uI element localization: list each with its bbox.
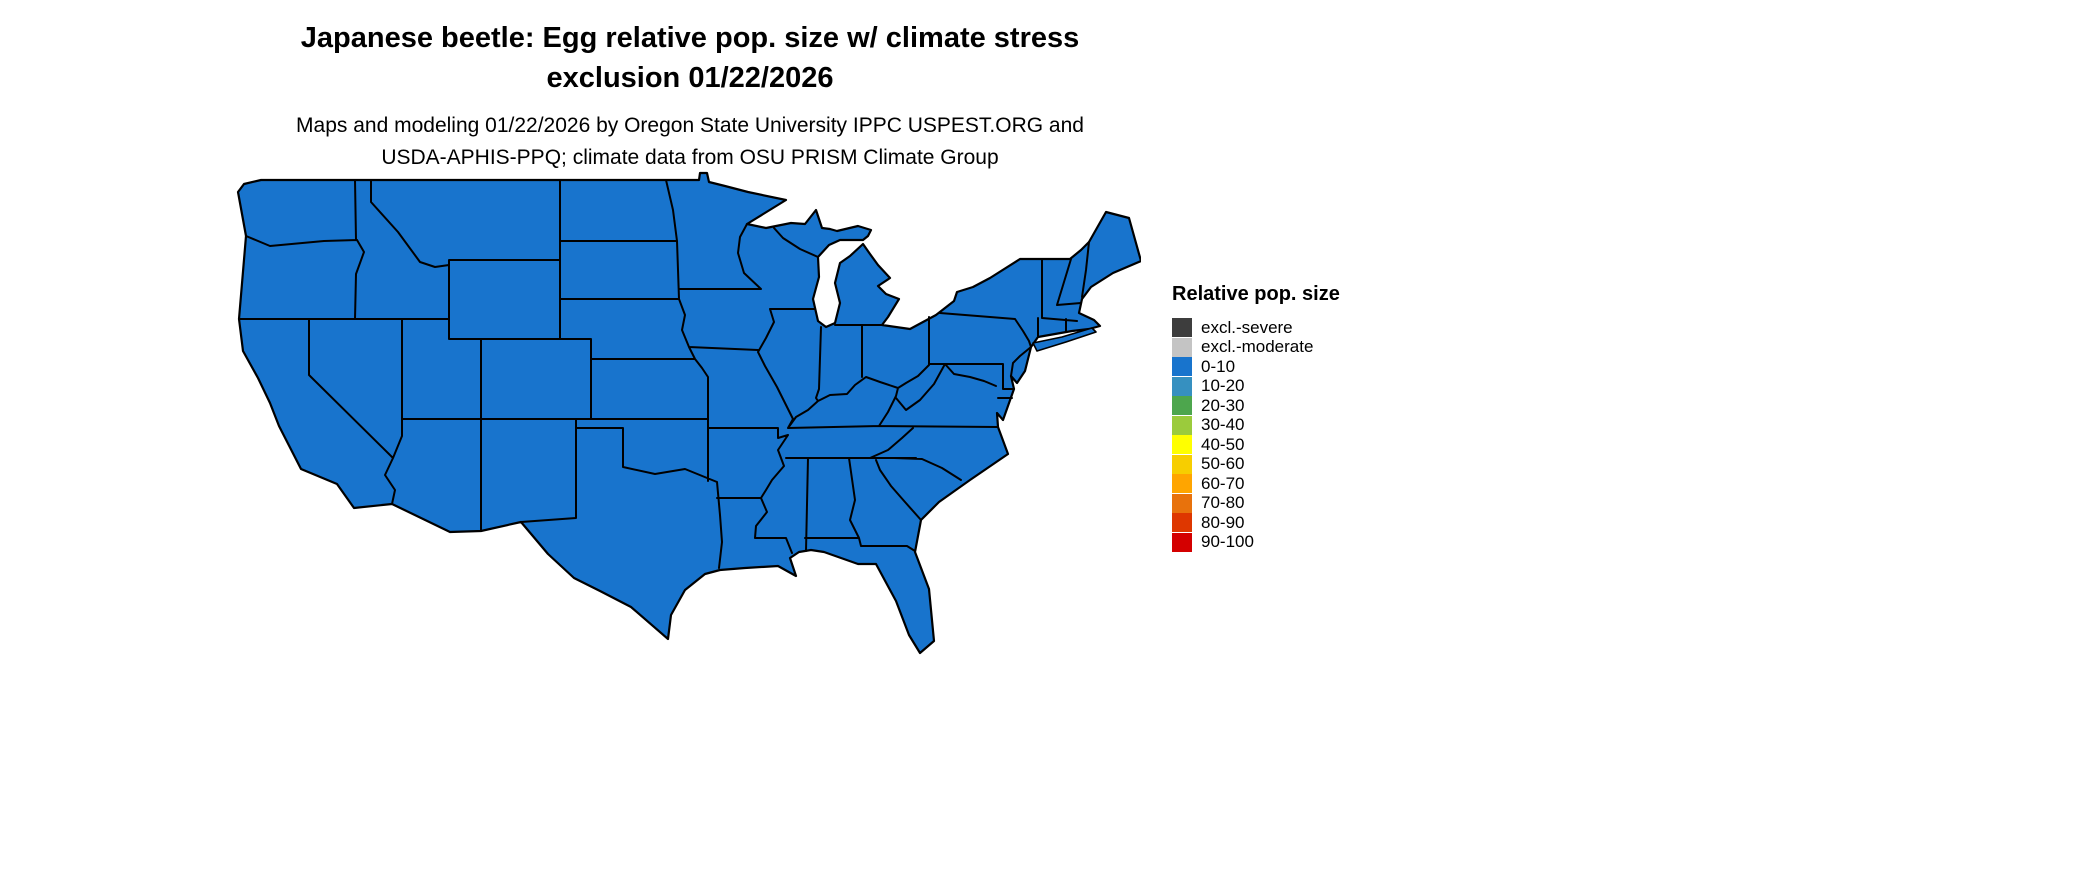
legend-swatch-excl-moderate [1172,337,1192,357]
legend-entry: 50-60 [1172,454,1432,475]
legend-label: 10-20 [1201,376,1245,396]
map-title: Japanese beetle: Egg relative pop. size … [150,18,1230,98]
legend-entry: 80-90 [1172,513,1432,533]
legend-swatch-70-80 [1172,493,1192,513]
legend-swatch-50-60 [1172,454,1192,474]
legend-swatch-20-30 [1172,396,1192,416]
map-attribution: Maps and modeling 01/22/2026 by Oregon S… [150,110,1230,174]
state-borders [238,179,1090,569]
legend-swatch-0-10 [1172,357,1192,377]
legend-label: excl.-severe [1201,317,1293,337]
legend-label: 20-30 [1201,395,1245,415]
map-title-line1: Japanese beetle: Egg relative pop. size … [300,22,1080,54]
legend-label: 60-70 [1201,473,1245,493]
map-title-line2: exclusion 01/22/2026 [546,62,834,94]
legend-entry: 90-100 [1172,532,1432,553]
us-choropleth-map [236,171,1143,655]
legend-label: 80-90 [1201,512,1245,532]
map-attribution-line2: USDA-APHIS-PPQ; climate data from OSU PR… [381,146,999,169]
legend-title: Relative pop. size [1172,283,1340,305]
legend-entry: excl.-severe [1172,318,1432,338]
legend-swatch-excl-severe [1172,318,1192,338]
long-island [1032,327,1097,352]
legend-label: 40-50 [1201,434,1245,454]
legend-label: excl.-moderate [1201,337,1314,357]
us-map-container [230,170,1143,667]
legend-entry: 0-10 [1172,357,1432,377]
legend-entry: 70-80 [1172,493,1432,514]
map-attribution-line1: Maps and modeling 01/22/2026 by Oregon S… [296,114,1084,137]
legend-swatch-90-100 [1172,532,1192,552]
legend-entry: 10-20 [1172,376,1432,397]
legend: Relative pop. size excl.-severe excl.-mo… [1172,283,1432,552]
legend-label: 70-80 [1201,493,1245,513]
legend-swatch-40-50 [1172,435,1192,455]
legend-swatch-10-20 [1172,376,1192,396]
legend-swatch-60-70 [1172,474,1192,494]
legend-entry: 60-70 [1172,474,1432,494]
legend-swatch-80-90 [1172,513,1192,533]
legend-label: 90-100 [1201,532,1254,552]
legend-swatch-30-40 [1172,415,1192,435]
legend-label: 0-10 [1201,356,1236,376]
legend-entry: 30-40 [1172,415,1432,436]
legend-entry: excl.-moderate [1172,337,1432,358]
conus-landmass [236,171,1143,655]
legend-label: 50-60 [1201,454,1245,474]
legend-entry: 40-50 [1172,435,1432,455]
legend-entry: 20-30 [1172,396,1432,416]
legend-label: 30-40 [1201,415,1245,435]
